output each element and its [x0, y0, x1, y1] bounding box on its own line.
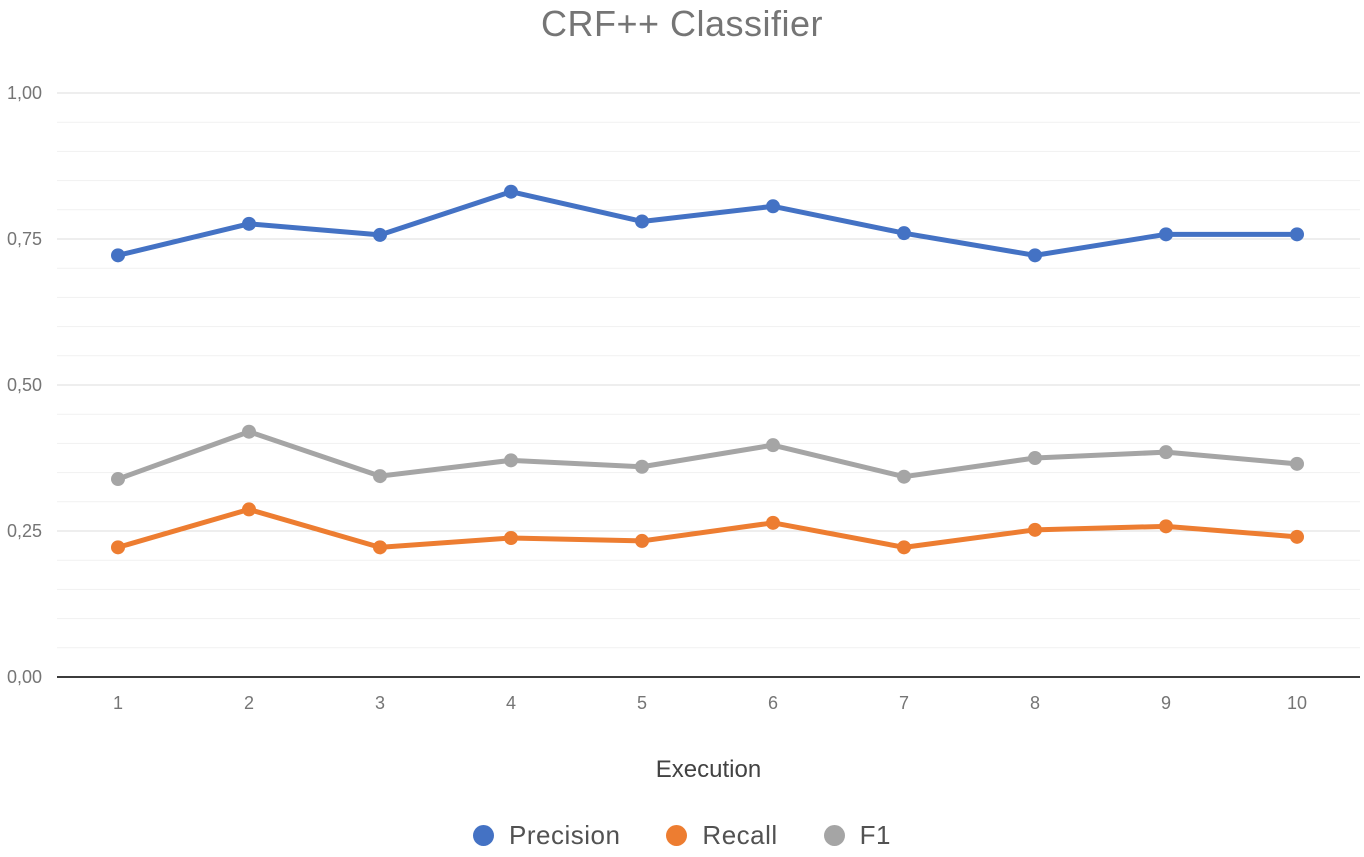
y-tick-label: 0,75 — [7, 229, 42, 249]
y-tick-label: 0,25 — [7, 521, 42, 541]
data-point-f1-7[interactable] — [897, 469, 911, 484]
legend-item-f1[interactable]: F1 — [823, 820, 892, 851]
x-tick-label: 5 — [637, 693, 647, 713]
x-tick-label: 9 — [1161, 693, 1171, 713]
y-tick-label: 0,50 — [7, 375, 42, 395]
data-point-precision-3[interactable] — [373, 227, 387, 242]
data-point-precision-2[interactable] — [242, 216, 256, 231]
x-tick-label: 8 — [1030, 693, 1040, 713]
series-line-recall — [115, 506, 1300, 550]
legend-swatch-f1 — [823, 825, 845, 846]
x-tick-label: 4 — [506, 693, 516, 713]
data-point-recall-2[interactable] — [242, 502, 256, 517]
data-point-f1-2[interactable] — [242, 424, 256, 439]
legend-label-f1: F1 — [859, 820, 892, 850]
data-point-recall-3[interactable] — [373, 540, 387, 555]
legend-item-recall[interactable]: Recall — [666, 820, 777, 851]
data-point-f1-1[interactable] — [111, 472, 125, 487]
x-tick-label: 2 — [244, 693, 254, 713]
data-point-recall-6[interactable] — [766, 515, 780, 530]
legend-item-precision[interactable]: Precision — [472, 820, 621, 851]
data-point-precision-9[interactable] — [1159, 227, 1173, 242]
data-point-precision-6[interactable] — [766, 199, 780, 214]
data-point-precision-8[interactable] — [1028, 248, 1042, 263]
data-point-recall-9[interactable] — [1159, 519, 1173, 534]
legend-label-recall: Recall — [702, 820, 778, 850]
data-point-f1-4[interactable] — [504, 453, 518, 468]
legend: Precision Recall F1 — [0, 820, 1364, 851]
data-point-precision-5[interactable] — [635, 214, 649, 229]
x-tick-label: 6 — [768, 693, 778, 713]
x-tick-label: 1 — [113, 693, 123, 713]
data-point-precision-10[interactable] — [1290, 227, 1304, 242]
plot-area: 0,00 0,25 0,50 0,75 1,00 1 2 3 4 5 6 7 8 9 10 — [7, 83, 1360, 713]
data-point-precision-7[interactable] — [897, 226, 911, 241]
legend-swatch-recall — [666, 825, 688, 846]
chart-title: CRF++ Classifier — [540, 3, 824, 44]
x-tick-label: 7 — [899, 693, 909, 713]
data-point-f1-8[interactable] — [1028, 451, 1042, 465]
data-point-f1-6[interactable] — [766, 438, 780, 453]
legend-swatch-precision — [472, 825, 494, 846]
data-point-f1-9[interactable] — [1159, 445, 1173, 460]
x-tick-label: 3 — [375, 693, 385, 713]
data-point-recall-7[interactable] — [897, 540, 911, 555]
legend-label-precision: Precision — [508, 820, 621, 850]
data-point-precision-1[interactable] — [111, 248, 125, 263]
series-line-f1 — [115, 429, 1300, 482]
y-tick-label: 0,00 — [7, 667, 42, 687]
data-point-recall-5[interactable] — [635, 533, 649, 548]
data-point-recall-1[interactable] — [111, 540, 125, 555]
x-tick-label: 10 — [1287, 693, 1307, 713]
data-point-recall-4[interactable] — [504, 531, 518, 546]
data-point-f1-3[interactable] — [373, 469, 387, 484]
data-point-precision-4[interactable] — [504, 184, 518, 199]
data-point-recall-10[interactable] — [1290, 529, 1304, 544]
series-line-precision — [115, 189, 1300, 258]
data-point-f1-5[interactable] — [635, 459, 649, 474]
data-point-recall-8[interactable] — [1028, 522, 1042, 537]
data-point-f1-10[interactable] — [1290, 456, 1304, 471]
y-tick-label: 1,00 — [7, 83, 42, 103]
x-axis-title: Execution — [655, 756, 762, 783]
